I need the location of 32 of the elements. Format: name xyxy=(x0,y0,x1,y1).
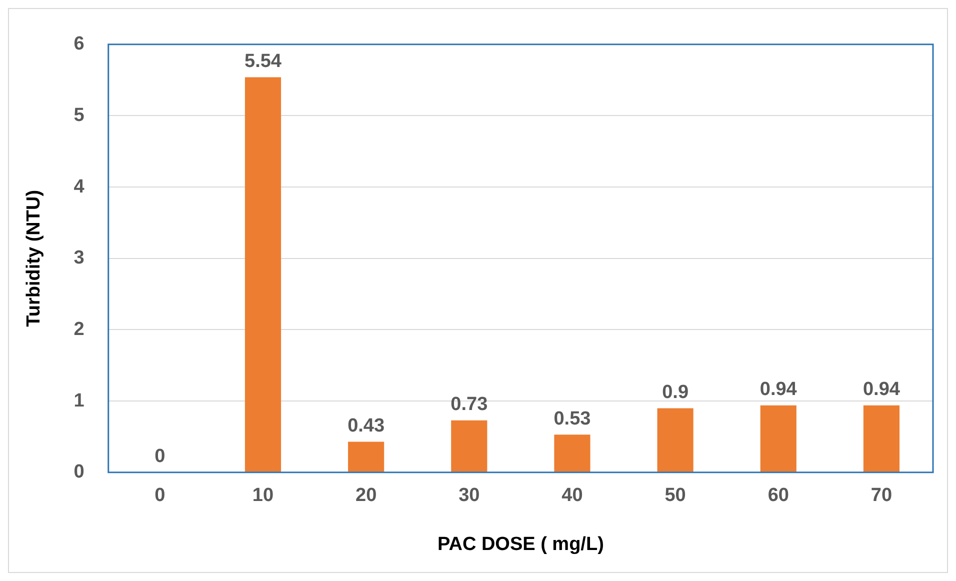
bar xyxy=(451,420,488,472)
data-label: 0.9 xyxy=(662,382,689,403)
bar xyxy=(244,77,282,472)
y-tick-label: 6 xyxy=(74,34,84,55)
x-tick-label: 20 xyxy=(355,485,377,506)
data-label: 0.94 xyxy=(862,379,900,400)
y-tick-label: 5 xyxy=(74,104,85,126)
y-tick-label: 4 xyxy=(74,176,85,198)
bar xyxy=(657,408,694,472)
bar xyxy=(863,405,900,472)
data-label: 0.94 xyxy=(760,379,798,400)
data-label: 5.54 xyxy=(244,50,282,72)
data-label: 0.43 xyxy=(348,415,385,436)
x-tick-label: 70 xyxy=(870,485,892,506)
y-axis-title: Turbidity (NTU) xyxy=(24,190,45,327)
y-tick-label: 3 xyxy=(74,248,84,269)
x-tick-label: 50 xyxy=(664,485,686,506)
bar xyxy=(554,434,590,472)
data-label: 0 xyxy=(154,446,166,468)
x-tick-label: 30 xyxy=(458,485,480,506)
x-tick-label: 60 xyxy=(768,485,789,506)
x-tick-label: 0 xyxy=(154,485,166,506)
x-axis-title: PAC DOSE ( mg/L) xyxy=(437,534,604,555)
data-label: 0.73 xyxy=(450,394,488,416)
bar xyxy=(760,405,796,472)
x-tick-label: 10 xyxy=(252,485,274,506)
data-label: 0.53 xyxy=(554,408,591,430)
x-tick-label: 40 xyxy=(562,485,583,506)
y-tick-label: 0 xyxy=(74,462,84,483)
bar xyxy=(348,442,384,472)
y-tick-label: 2 xyxy=(74,318,84,340)
y-tick-label: 1 xyxy=(74,390,85,412)
